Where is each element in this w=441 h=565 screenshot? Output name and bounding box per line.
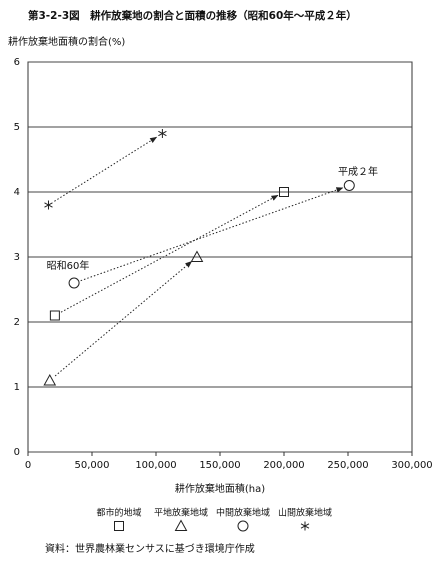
y-tick-label: 4: [14, 187, 20, 198]
y-tick-label: 1: [14, 382, 20, 393]
y-tick-label: 3: [14, 252, 20, 263]
trend-arrow: [80, 187, 344, 282]
legend-label: 山間放棄地域: [278, 507, 332, 519]
legend-marker: [300, 521, 310, 531]
annotation: 昭和60年: [47, 259, 90, 272]
annotation: 平成２年: [338, 165, 378, 178]
legend-marker: [114, 521, 124, 531]
trend-arrow: [54, 261, 193, 377]
trend-arrow: [54, 136, 158, 202]
source-note: 資料：世界農林業センサスに基づき環境庁作成: [45, 542, 255, 555]
legend-label: 中間放棄地域: [216, 507, 270, 519]
marker: [43, 373, 57, 386]
legend-label: 平地放棄地域: [154, 507, 208, 519]
legend-label: 都市的地域: [96, 507, 141, 519]
x-tick-label: 150,000: [199, 460, 240, 471]
legend-marker: [174, 519, 188, 531]
x-tick-label: 100,000: [135, 460, 176, 471]
y-tick-label: 0: [14, 447, 20, 458]
marker: [190, 250, 204, 262]
chart-title: 第3-2-3図 耕作放棄地の割合と面積の推移（昭和60年～平成２年）: [28, 9, 357, 22]
y-tick-label: 6: [14, 57, 20, 68]
marker: [44, 200, 53, 210]
marker: [49, 310, 60, 321]
x-tick-label: 300,000: [391, 460, 432, 471]
x-tick-label: 200,000: [263, 460, 304, 471]
marker: [68, 277, 80, 289]
trend-arrow: [60, 194, 279, 313]
marker: [343, 180, 355, 191]
y-axis-label: 耕作放棄地面積の割合(%): [8, 35, 125, 48]
marker: [279, 187, 289, 197]
legend-marker: [237, 520, 249, 532]
y-tick-label: 5: [14, 122, 20, 133]
x-axis-label: 耕作放棄地面積(ha): [175, 482, 265, 495]
x-tick-label: 0: [25, 460, 31, 471]
y-tick-label: 2: [14, 317, 20, 328]
marker: [158, 129, 167, 138]
x-tick-label: 250,000: [327, 460, 368, 471]
x-tick-label: 50,000: [75, 460, 110, 471]
